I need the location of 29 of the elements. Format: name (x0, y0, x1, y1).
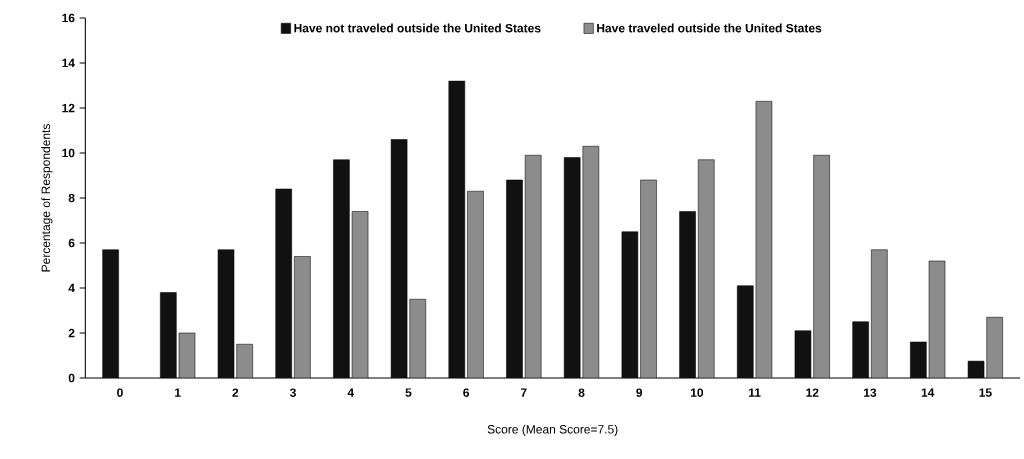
x-tick-label: 4 (347, 388, 355, 397)
x-tick-label: 3 (289, 388, 296, 397)
x-tick-label: 8 (578, 388, 585, 397)
y-tick-label: 0 (68, 373, 75, 383)
x-tick-label: 12 (806, 388, 819, 397)
x-tick-label: 13 (864, 388, 877, 397)
x-tick-label: 1 (175, 388, 181, 397)
y-axis-title: Percentage of Respondents (41, 124, 53, 272)
y-tick-label: 14 (62, 58, 75, 68)
x-tick-label: 15 (979, 388, 992, 397)
x-tick-label: 6 (463, 388, 470, 397)
x-tick-label: 10 (690, 388, 704, 397)
x-tick-label: 14 (921, 388, 935, 397)
x-tick-label: 7 (521, 388, 527, 397)
x-tick-label: 11 (749, 388, 761, 397)
x-tick-label: 5 (405, 388, 412, 397)
y-tick-label: 4 (68, 283, 75, 293)
x-tick-label: 0 (117, 388, 123, 397)
x-axis-title: Score (Mean Score=7.5) (487, 424, 618, 436)
x-tick-label: 9 (636, 388, 643, 397)
y-tick-label: 10 (62, 148, 75, 158)
y-tick-label: 16 (62, 13, 75, 23)
y-tick-label: 12 (62, 103, 75, 113)
legend-label: Have not traveled outside the United States (294, 23, 541, 33)
y-tick-label: 6 (68, 238, 75, 248)
y-tick-label: 8 (68, 193, 75, 203)
x-tick-label: 2 (232, 388, 239, 397)
y-tick-label: 2 (68, 328, 75, 338)
legend-label: Have traveled outside the United States (597, 23, 822, 33)
